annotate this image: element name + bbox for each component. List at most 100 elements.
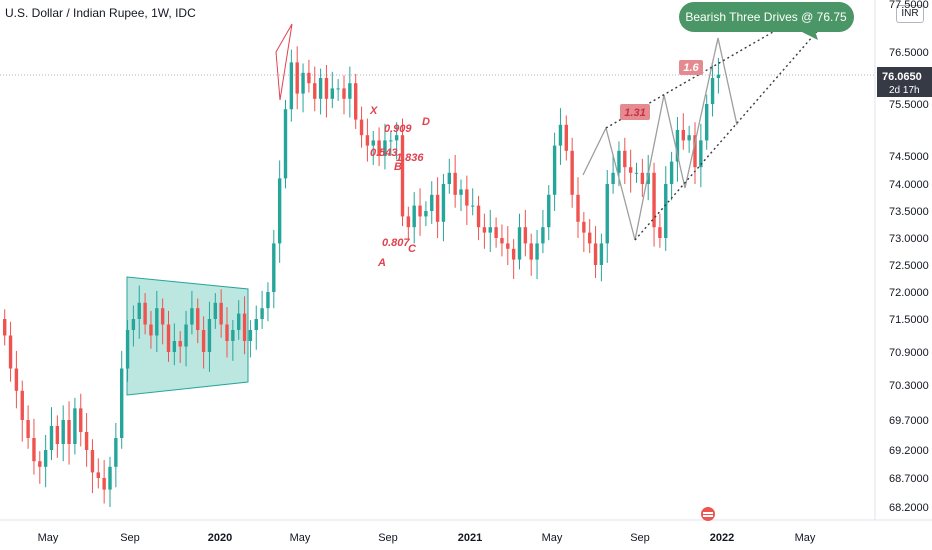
earnings-flag-icon[interactable] xyxy=(701,507,715,521)
chart-title: U.S. Dollar / Indian Rupee, 1W, IDC xyxy=(5,6,196,20)
candle-body xyxy=(207,319,212,352)
candle-body xyxy=(79,408,83,432)
price-tick-label: 73.5000 xyxy=(889,206,929,218)
candle-body xyxy=(482,227,487,233)
candle-body xyxy=(564,124,568,151)
candle-body xyxy=(430,194,434,211)
candle-body xyxy=(681,130,685,141)
candle-body xyxy=(418,205,422,217)
pattern-point-x: X xyxy=(369,105,378,117)
candle-body xyxy=(500,238,504,244)
time-axis[interactable]: May Sep 2020 May Sep 2021 May Sep 2022 May xyxy=(38,532,816,544)
candle-body xyxy=(705,104,709,141)
drive-ratio-badge-2[interactable] xyxy=(679,60,703,75)
candle-body xyxy=(131,319,136,330)
candle-body xyxy=(184,324,188,347)
candle-body xyxy=(359,119,364,136)
candle-body xyxy=(84,432,89,450)
candle-body xyxy=(155,308,159,336)
time-tick-label: May xyxy=(542,532,563,544)
ratio-ab: 0.543 xyxy=(370,147,398,159)
candle-body xyxy=(283,109,288,179)
candle-body xyxy=(605,184,609,244)
ratio-xb: 0.909 xyxy=(384,123,412,135)
price-tick-label: 69.2000 xyxy=(889,445,929,457)
candle-body xyxy=(617,150,621,173)
harmonic-head-shape[interactable] xyxy=(275,23,293,101)
candle-body xyxy=(143,302,147,325)
candle-body xyxy=(102,478,106,490)
candle-body xyxy=(389,140,393,142)
price-tick-label: 69.7000 xyxy=(889,415,929,427)
candle-body xyxy=(342,88,346,99)
candle-body xyxy=(201,330,206,352)
drive-ratio-2: 1.6 xyxy=(683,62,699,74)
candle-body xyxy=(260,308,264,319)
candle-body xyxy=(476,205,481,228)
price-tick-label: 73.0000 xyxy=(889,233,929,245)
time-tick-label: May xyxy=(290,532,311,544)
three-drives-callout[interactable]: Bearish Three Drives @ 76.75 xyxy=(679,2,854,40)
candle-body xyxy=(213,302,217,319)
current-price-value: 76.0650 xyxy=(882,71,922,83)
candle-body xyxy=(675,130,680,162)
candle-body xyxy=(646,172,650,184)
candle-body xyxy=(43,450,48,467)
candle-body xyxy=(266,292,270,309)
time-tick-label: Sep xyxy=(120,532,140,544)
candle-body xyxy=(32,438,36,462)
candle-body xyxy=(137,302,141,319)
candle-body xyxy=(178,341,182,347)
candle-body xyxy=(435,194,440,222)
pattern-point-b: B xyxy=(394,161,402,173)
candle-body xyxy=(623,150,627,168)
candle-body xyxy=(494,227,498,238)
candle-body xyxy=(324,78,329,99)
candle-body xyxy=(400,135,405,217)
candle-body xyxy=(669,161,674,184)
ratio-cd: 1.836 xyxy=(396,152,424,164)
candle-body xyxy=(488,227,492,233)
price-tick-label: 68.7000 xyxy=(889,473,929,485)
lower-trendline[interactable] xyxy=(634,27,821,241)
candle-body xyxy=(219,302,223,325)
candlestick-series xyxy=(3,46,721,507)
candle-body xyxy=(576,194,580,222)
candle-body xyxy=(710,78,715,104)
pattern-point-c: C xyxy=(408,243,417,255)
candle-body xyxy=(664,184,668,238)
candle-body xyxy=(558,124,563,146)
ratio-bc: 0.807 xyxy=(382,237,410,249)
candle-body xyxy=(371,140,375,146)
candle-body xyxy=(471,205,475,207)
drive-ratio-badge-1[interactable] xyxy=(620,104,650,120)
time-tick-label: May xyxy=(38,532,59,544)
candle-body xyxy=(383,140,387,156)
current-price-countdown: 2d 17h xyxy=(889,85,920,96)
candle-body xyxy=(599,243,604,265)
candle-body xyxy=(634,172,639,174)
candle-body xyxy=(96,472,100,478)
price-axis[interactable]: 77.5000 76.5000 75.5000 74.5000 74.0000 73.50… xyxy=(889,0,929,514)
candle-body xyxy=(231,330,235,341)
candle-body xyxy=(108,466,112,490)
candle-body xyxy=(628,167,633,173)
candle-body xyxy=(242,313,247,341)
price-tick-label: 72.5000 xyxy=(889,260,929,272)
candle-body xyxy=(506,243,510,249)
price-tick-label: 74.5000 xyxy=(889,151,929,163)
upper-trendline[interactable] xyxy=(605,27,781,129)
pattern-point-d: D xyxy=(422,116,430,128)
candle-body xyxy=(336,88,340,90)
price-tick-label: 71.5000 xyxy=(889,314,929,326)
candle-body xyxy=(447,172,451,184)
candle-body xyxy=(582,221,586,233)
projection-line xyxy=(709,41,719,71)
candle-body xyxy=(160,308,165,325)
candle-body xyxy=(570,150,574,195)
currency-badge[interactable]: INR xyxy=(896,5,924,23)
candle-body xyxy=(377,140,381,156)
candle-body xyxy=(166,324,171,352)
time-tick-label: 2022 xyxy=(710,532,734,544)
